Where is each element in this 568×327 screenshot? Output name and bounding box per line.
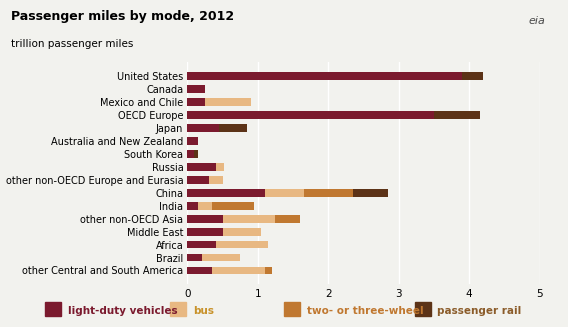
Bar — [187, 72, 462, 80]
Bar — [205, 98, 251, 106]
Text: trillion passenger miles: trillion passenger miles — [11, 39, 133, 49]
Text: two- or three-wheel: two- or three-wheel — [307, 306, 423, 316]
Bar — [462, 72, 483, 80]
Bar — [187, 111, 434, 119]
Bar — [187, 163, 216, 171]
Bar — [212, 202, 254, 210]
Bar — [219, 124, 247, 132]
Bar — [187, 85, 205, 93]
Bar — [223, 228, 261, 235]
Bar — [187, 98, 205, 106]
Bar — [216, 241, 269, 249]
Bar — [187, 202, 198, 210]
Bar — [187, 241, 216, 249]
Bar — [265, 189, 304, 197]
Bar — [198, 202, 212, 210]
Bar — [187, 150, 194, 158]
Bar — [212, 267, 265, 274]
Bar — [265, 267, 272, 274]
Bar — [187, 176, 208, 184]
Bar — [353, 189, 388, 197]
Text: eia: eia — [528, 16, 545, 26]
Bar — [202, 254, 240, 261]
Bar — [187, 124, 219, 132]
Bar — [187, 254, 202, 261]
Bar — [275, 215, 300, 223]
Bar — [216, 163, 224, 171]
Bar — [187, 189, 265, 197]
Bar — [208, 176, 223, 184]
Bar — [304, 189, 353, 197]
Bar — [187, 137, 198, 145]
Text: Passenger miles by mode, 2012: Passenger miles by mode, 2012 — [11, 10, 235, 23]
Bar — [194, 150, 198, 158]
Bar — [223, 215, 275, 223]
Text: bus: bus — [193, 306, 214, 316]
Bar — [187, 228, 223, 235]
Bar — [434, 111, 480, 119]
Text: passenger rail: passenger rail — [437, 306, 521, 316]
Bar — [187, 267, 212, 274]
Bar — [187, 215, 223, 223]
Text: light-duty vehicles: light-duty vehicles — [68, 306, 178, 316]
